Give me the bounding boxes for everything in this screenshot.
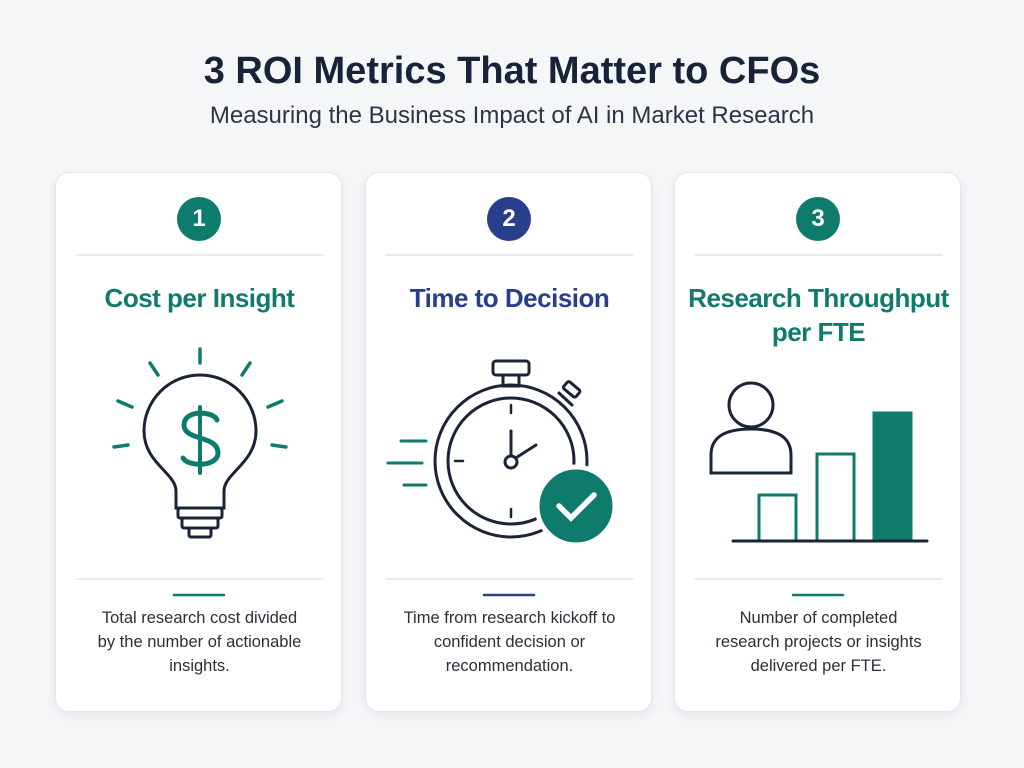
card-number: 1: [177, 197, 221, 241]
card-description: Total research cost divided by the numbe…: [97, 609, 302, 675]
metric-card: 3 Research Throughput per FTE Number of …: [674, 172, 961, 712]
card-number: 3: [796, 197, 840, 241]
card-description: Time from research kickoff to confident …: [403, 609, 616, 675]
card-graphics: [694, 254, 943, 597]
card-title: Cost per Insight: [104, 283, 295, 313]
card-graphics: [75, 254, 324, 597]
metric-card: 2 Time to Decision Time from research ki…: [365, 172, 652, 712]
card-number: 2: [487, 197, 531, 241]
card-graphics: [385, 254, 634, 597]
card-title: Time to Decision: [409, 283, 610, 313]
card-title: Research Throughput per FTE: [688, 283, 949, 347]
card-description: Number of completed research projects or…: [715, 609, 922, 675]
page-subtitle: Measuring the Business Impact of AI in M…: [209, 102, 815, 129]
metric-card: 1 Cost per Insight Total research cost d…: [55, 172, 342, 712]
page-title: 3 ROI Metrics That Matter to CFOs: [203, 50, 821, 92]
